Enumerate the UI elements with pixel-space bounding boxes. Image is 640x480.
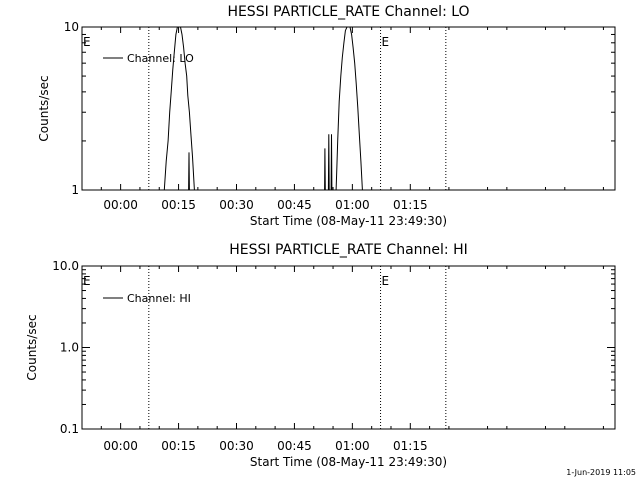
event-marker-label: E bbox=[83, 35, 91, 49]
event-marker-label: E bbox=[382, 35, 390, 49]
data-series-line bbox=[335, 26, 363, 191]
data-series-line bbox=[163, 26, 195, 191]
footer-date: 1-Jun-2019 11:05 bbox=[566, 468, 636, 477]
chart-title: HESSI PARTICLE_RATE Channel: LO bbox=[227, 4, 469, 20]
data-series-line bbox=[188, 152, 190, 191]
legend-label: Channel: LO bbox=[127, 52, 194, 65]
x-tick-label: 00:45 bbox=[277, 198, 312, 212]
chart-panel-lo: HESSI PARTICLE_RATE Channel: LO 00:00 00:1… bbox=[37, 4, 616, 228]
y-tick-label: 10.0 bbox=[52, 259, 79, 273]
chart-title: HESSI PARTICLE_RATE Channel: HI bbox=[229, 242, 467, 258]
legend-label: Channel: HI bbox=[127, 292, 191, 305]
x-tick-label: 01:15 bbox=[393, 439, 428, 453]
event-marker-label: E bbox=[382, 274, 390, 288]
y-tick-label: 1 bbox=[71, 183, 79, 197]
x-tick-label: 00:15 bbox=[161, 198, 196, 212]
chart-panel-hi: HESSI PARTICLE_RATE Channel: HI 00:00 00:1… bbox=[25, 242, 616, 469]
data-series-line bbox=[324, 148, 326, 191]
x-tick-label: 00:45 bbox=[277, 439, 312, 453]
x-tick-label: 00:00 bbox=[103, 439, 138, 453]
event-marker-label: E bbox=[83, 274, 91, 288]
y-tick-label: 10 bbox=[64, 20, 79, 34]
data-series-line bbox=[330, 134, 333, 191]
x-tick-label: 00:30 bbox=[219, 439, 254, 453]
x-axis-label: Start Time (08-May-11 23:49:30) bbox=[250, 214, 447, 228]
data-series-line bbox=[327, 134, 330, 191]
x-tick-label: 01:00 bbox=[335, 198, 370, 212]
y-axis-label: Counts/sec bbox=[37, 75, 51, 141]
y-tick-label: 0.1 bbox=[60, 422, 79, 436]
x-axis-label: Start Time (08-May-11 23:49:30) bbox=[250, 455, 447, 469]
y-tick-label: 1.0 bbox=[60, 341, 79, 355]
x-tick-label: 00:15 bbox=[161, 439, 196, 453]
x-tick-label: 00:00 bbox=[103, 198, 138, 212]
x-tick-label: 00:30 bbox=[219, 198, 254, 212]
x-tick-label: 01:15 bbox=[393, 198, 428, 212]
x-tick-label: 01:00 bbox=[335, 439, 370, 453]
y-axis-label: Counts/sec bbox=[25, 314, 39, 380]
